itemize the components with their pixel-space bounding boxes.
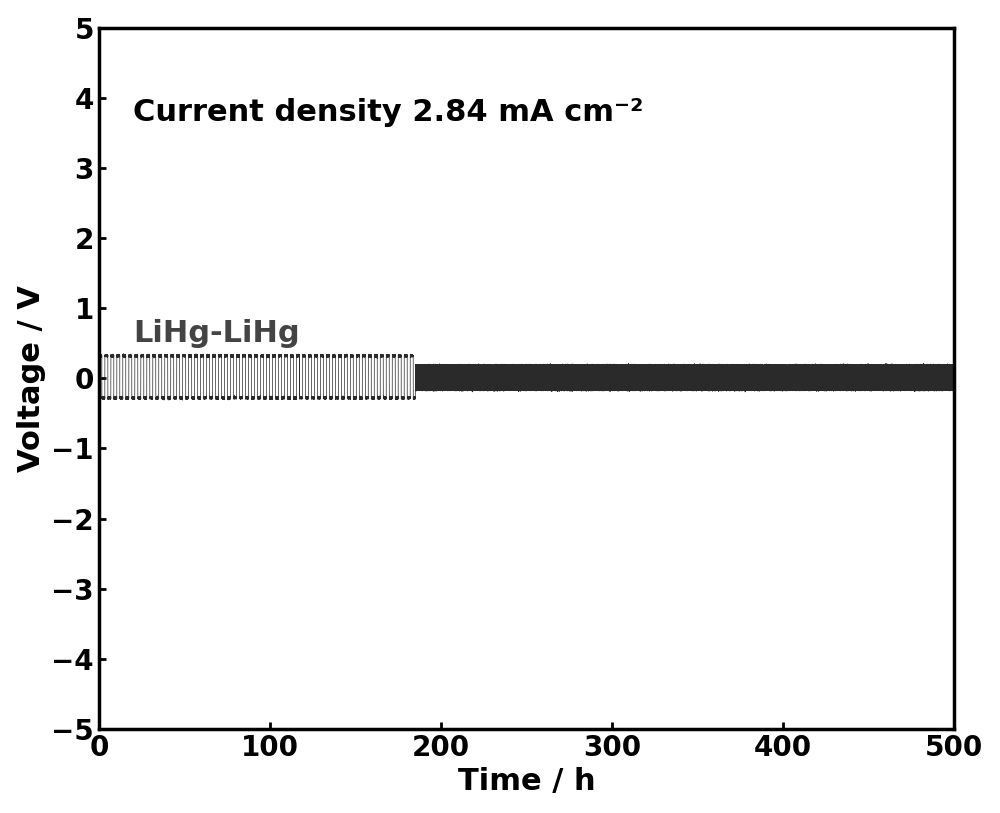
Text: LiHg-LiHg: LiHg-LiHg [133, 319, 300, 348]
Y-axis label: Voltage / V: Voltage / V [17, 285, 46, 472]
Text: Current density 2.84 mA cm⁻²: Current density 2.84 mA cm⁻² [133, 98, 643, 127]
X-axis label: Time / h: Time / h [458, 767, 595, 796]
